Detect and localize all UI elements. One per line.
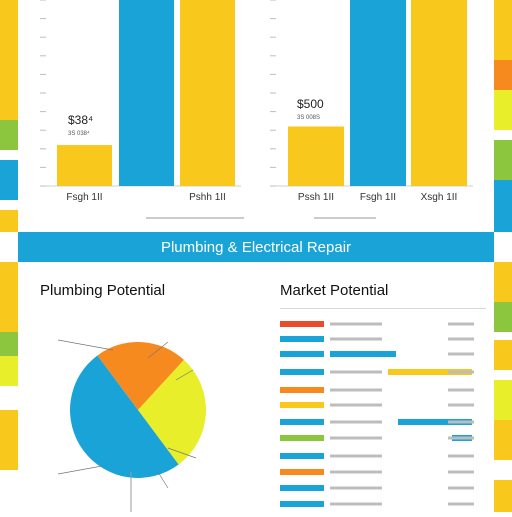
market-row-value (448, 403, 474, 407)
market-row-value (448, 502, 474, 506)
market-potential-panel: Market Potential (262, 262, 494, 512)
x-tick-label: Xsgh 1II (421, 192, 458, 203)
banner-title: Plumbing & Electrical Repair (160, 239, 352, 256)
pie-leader-line (157, 471, 169, 489)
market-row-value (448, 352, 474, 356)
title-banner: Plumbing & Electrical Repair (18, 232, 494, 262)
market-row-label (330, 502, 382, 506)
market-row-label (330, 403, 382, 407)
market-row-label (330, 436, 382, 440)
market-row-label (330, 420, 382, 424)
market-row-tag (280, 419, 324, 425)
market-row-bar (388, 369, 472, 375)
bar-value-label: $500 (297, 97, 324, 111)
pie-leader-line (57, 339, 114, 351)
top-right-chart-panel: Pssh 1II Fsgh 1II Xsgh 1II $500 3S 008S (254, 0, 494, 232)
right-edge-stripes (494, 0, 512, 512)
market-row-tag (280, 387, 324, 393)
pie-slice (97, 342, 184, 410)
plumbing-potential-panel: Plumbing Potential (18, 262, 254, 512)
market-row-tag (280, 501, 324, 507)
market-row-label (330, 454, 382, 458)
market-row-value (448, 470, 474, 474)
pie-slice (138, 359, 207, 465)
market-row-tag (280, 402, 324, 408)
pie-slice (70, 355, 179, 478)
bar-chart-left: Fsgh 1II Pshh 1II $38⁴ 3S 038⁴ (40, 0, 244, 219)
bar (411, 0, 467, 186)
market-rows (280, 321, 474, 507)
market-row-bar (398, 419, 472, 425)
market-row-label (330, 337, 382, 341)
market-row-value (448, 454, 474, 458)
bar (350, 0, 406, 186)
x-tick-label: Fsgh 1II (66, 192, 102, 203)
market-row-label (330, 370, 382, 374)
pie-chart (57, 339, 207, 512)
bar (180, 0, 235, 186)
market-row-value (448, 337, 474, 341)
x-tick-label: Fsgh 1II (360, 192, 396, 203)
market-row-value (448, 388, 474, 392)
market-row-tag (280, 336, 324, 342)
market-row-label (330, 322, 382, 326)
x-tick-label: Pssh 1II (298, 192, 334, 203)
pie-leader-line (57, 465, 103, 475)
market-title-underline (280, 308, 486, 309)
left-edge-stripes (0, 0, 18, 512)
market-row-tag (280, 485, 324, 491)
pie-leader-line (175, 369, 194, 381)
market-row-value (448, 436, 474, 440)
plumbing-potential-title: Plumbing Potential (40, 282, 166, 299)
market-row-tag (280, 321, 324, 327)
pie-leader-line (147, 341, 169, 359)
market-row-tag (280, 469, 324, 475)
bar-chart-right: Pssh 1II Fsgh 1II Xsgh 1II $500 3S 008S (270, 0, 473, 219)
market-row-bar (330, 351, 396, 357)
market-row-value (448, 486, 474, 490)
top-left-chart-panel: Fsgh 1II Pshh 1II $38⁴ 3S 038⁴ (18, 0, 244, 232)
market-row-tag (280, 351, 324, 357)
bar (288, 126, 344, 186)
market-row-label (330, 486, 382, 490)
pie-leader-line (167, 447, 197, 459)
x-tick-label: Pshh 1II (189, 192, 226, 203)
market-row-tag (280, 453, 324, 459)
market-row-value (448, 322, 474, 326)
bar (119, 0, 174, 186)
market-row-label (330, 388, 382, 392)
market-row-value (448, 420, 474, 424)
bar-sub-label: 3S 008S (297, 115, 320, 121)
market-row-value (448, 370, 474, 374)
market-row-tag (280, 369, 324, 375)
market-row-label (330, 470, 382, 474)
bar-value-label: $38⁴ (68, 113, 93, 127)
market-row-tag (280, 435, 324, 441)
bar-sub-label: 3S 038⁴ (68, 130, 90, 137)
market-potential-title: Market Potential (280, 282, 389, 299)
bar (57, 145, 112, 186)
